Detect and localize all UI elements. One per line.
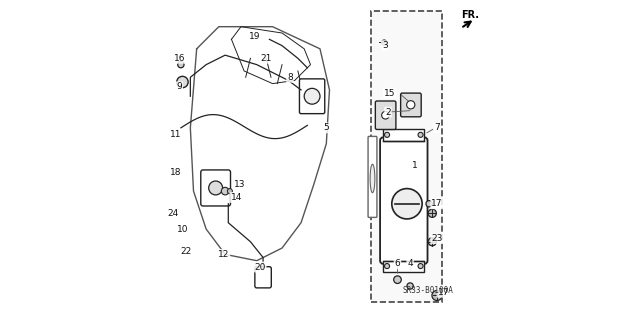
Text: 9: 9 <box>177 82 182 91</box>
Circle shape <box>178 62 184 68</box>
Circle shape <box>385 263 390 269</box>
Text: 10: 10 <box>177 225 188 234</box>
Text: 18: 18 <box>170 168 182 177</box>
Text: 20: 20 <box>254 263 266 271</box>
Circle shape <box>221 187 229 195</box>
Text: 8: 8 <box>287 73 293 82</box>
Circle shape <box>209 181 223 195</box>
Text: 22: 22 <box>180 247 191 256</box>
Bar <box>371 11 442 302</box>
Circle shape <box>177 76 188 88</box>
Bar <box>383 130 424 141</box>
Circle shape <box>394 276 401 284</box>
Text: 12: 12 <box>218 250 229 259</box>
Circle shape <box>407 283 413 289</box>
Circle shape <box>227 189 232 194</box>
Text: 2: 2 <box>385 108 391 116</box>
Circle shape <box>392 189 422 219</box>
Text: 17: 17 <box>438 288 449 297</box>
Text: 16: 16 <box>173 54 185 63</box>
Text: 4: 4 <box>407 259 413 268</box>
Text: 3: 3 <box>382 41 388 50</box>
FancyBboxPatch shape <box>368 137 377 217</box>
Text: 14: 14 <box>230 193 242 202</box>
Circle shape <box>428 209 436 217</box>
Text: 23: 23 <box>431 234 443 243</box>
Circle shape <box>418 263 423 269</box>
Text: 7: 7 <box>434 123 440 132</box>
Text: 21: 21 <box>260 54 271 63</box>
Circle shape <box>428 238 436 246</box>
Text: FR.: FR. <box>461 10 479 20</box>
Text: 13: 13 <box>234 180 245 189</box>
Text: 1: 1 <box>412 161 418 170</box>
Circle shape <box>385 132 390 137</box>
Circle shape <box>381 40 387 45</box>
Text: 6: 6 <box>395 259 401 268</box>
Circle shape <box>418 132 423 137</box>
FancyBboxPatch shape <box>380 137 428 264</box>
FancyBboxPatch shape <box>375 101 396 130</box>
Text: 17: 17 <box>431 199 443 208</box>
Bar <box>383 261 424 272</box>
FancyBboxPatch shape <box>300 79 324 114</box>
FancyBboxPatch shape <box>255 267 271 288</box>
Circle shape <box>432 290 442 300</box>
Circle shape <box>406 101 415 109</box>
Text: 5: 5 <box>323 123 329 132</box>
Text: 11: 11 <box>170 130 182 139</box>
Text: 19: 19 <box>250 32 261 41</box>
Text: 24: 24 <box>167 209 179 218</box>
Circle shape <box>426 201 432 207</box>
Text: SR33-B0100A: SR33-B0100A <box>402 286 453 295</box>
Circle shape <box>304 88 320 104</box>
Circle shape <box>381 111 389 119</box>
Ellipse shape <box>370 164 375 193</box>
FancyBboxPatch shape <box>201 170 230 206</box>
Text: 15: 15 <box>384 89 396 98</box>
FancyBboxPatch shape <box>401 93 421 117</box>
